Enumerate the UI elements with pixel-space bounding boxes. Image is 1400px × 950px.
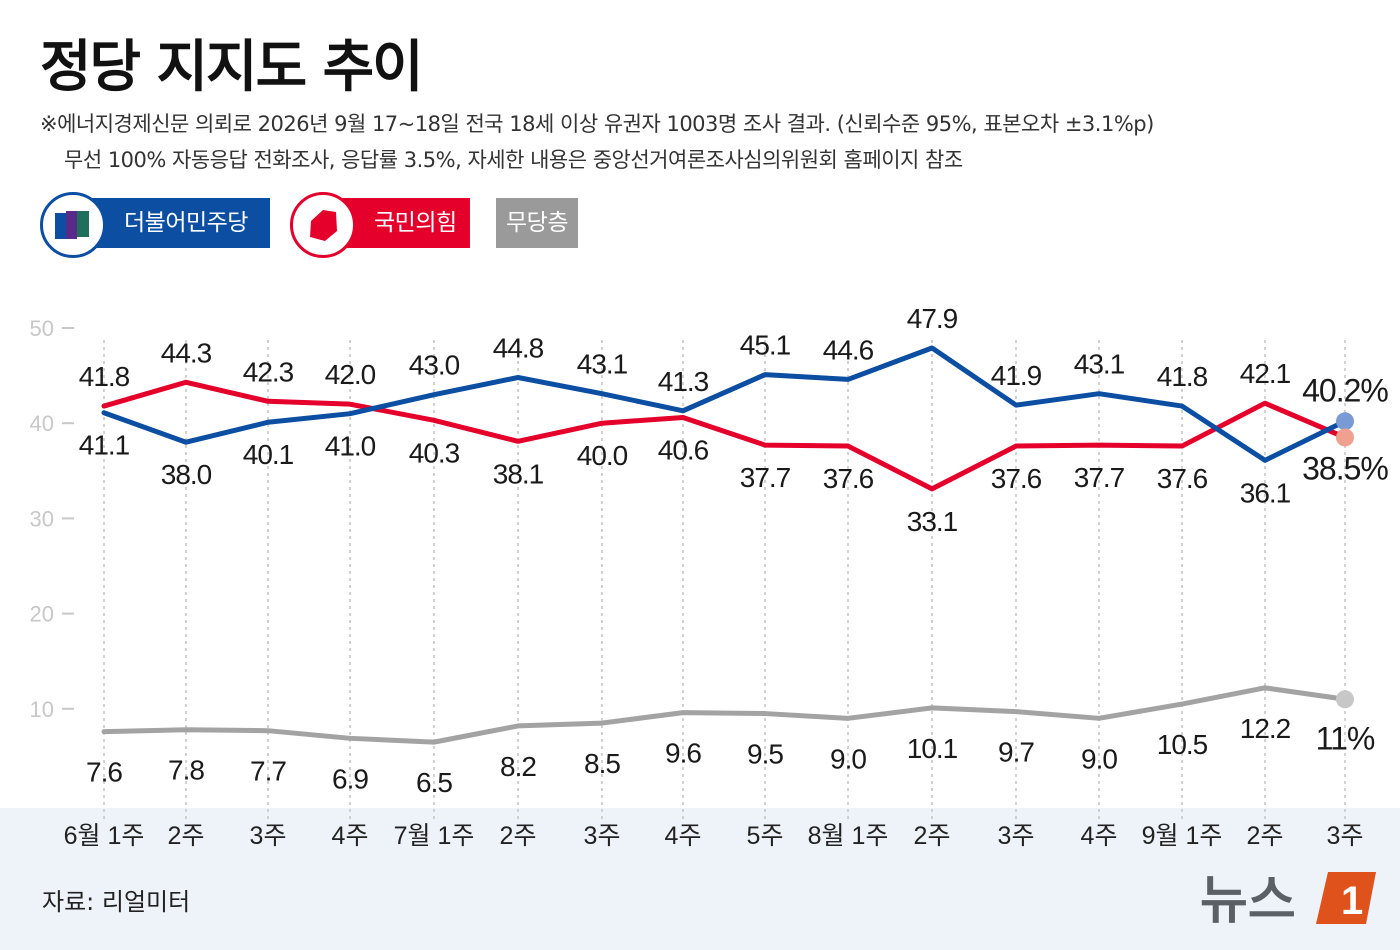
legend-item-ppp: 국민의힘 <box>290 192 490 258</box>
y-tick-label: 30 <box>30 506 54 531</box>
series-line-0 <box>101 345 1348 463</box>
data-label: 41.3 <box>658 366 709 397</box>
x-tick-label: 3주 <box>584 822 621 850</box>
data-label: 8.2 <box>500 751 536 782</box>
data-label: 9.7 <box>998 737 1034 768</box>
logo-text: 뉴스 <box>1200 872 1296 930</box>
data-label: 6.5 <box>416 767 452 798</box>
news1-logo: 뉴스 1 <box>1196 862 1386 934</box>
data-label: 43.1 <box>1074 349 1125 380</box>
logo-mark: 1 <box>1341 879 1363 923</box>
data-label: 40.1 <box>243 439 294 470</box>
x-tick-label: 8월 1주 <box>808 822 889 850</box>
data-label: 7.8 <box>168 755 204 786</box>
data-label: 42.1 <box>1240 358 1291 389</box>
y-tick-label: 50 <box>30 316 54 341</box>
data-label: 37.7 <box>1074 462 1125 493</box>
x-tick-label: 3주 <box>250 822 287 850</box>
data-label: 44.3 <box>161 337 212 368</box>
data-label: 40.0 <box>577 440 628 471</box>
data-label: 9.5 <box>747 739 783 770</box>
legend-label-ppp: 국민의힘 <box>330 198 470 248</box>
democratic-party-logo-icon <box>40 192 106 258</box>
data-label: 10.1 <box>907 733 958 764</box>
data-label: 41.1 <box>79 430 130 461</box>
data-label: 9.0 <box>1081 743 1117 774</box>
y-tick-label: 10 <box>30 697 54 722</box>
data-label: 41.8 <box>1157 361 1208 392</box>
survey-note-line-2: 무선 100% 자동응답 전화조사, 응답률 3.5%, 자세한 내용은 중앙선… <box>64 148 963 172</box>
x-tick-label: 4주 <box>665 822 702 850</box>
x-tick-label: 3주 <box>998 822 1035 850</box>
data-label: 40.6 <box>658 434 709 465</box>
x-tick-label: 7월 1주 <box>394 822 475 850</box>
data-label: 43.1 <box>577 349 628 380</box>
data-label: 6.9 <box>332 763 368 794</box>
legend-label-independent: 무당층 <box>496 198 578 248</box>
data-label: 41.8 <box>79 361 130 392</box>
data-label: 38.1 <box>493 458 544 489</box>
end-point-marker <box>1336 690 1354 709</box>
y-tick-label: 20 <box>30 602 54 627</box>
data-label: 44.8 <box>493 333 544 364</box>
data-label: 42.0 <box>325 359 376 390</box>
data-label: 44.6 <box>823 334 874 365</box>
data-label: 41.9 <box>991 360 1042 391</box>
data-label: 11% <box>1316 720 1375 756</box>
end-point-marker <box>1336 412 1354 431</box>
legend-item-democratic: 더불어민주당 <box>40 192 280 258</box>
survey-note-line-1: ※에너지경제신문 의뢰로 2026년 9월 17~18일 전국 18세 이상 유… <box>40 112 1154 136</box>
data-label: 7.7 <box>250 756 286 787</box>
data-label: 36.1 <box>1240 477 1291 508</box>
x-tick-label: 6월 1주 <box>64 822 145 850</box>
data-label: 47.9 <box>907 303 958 334</box>
x-tick-label: 3주 <box>1327 822 1364 850</box>
data-label: 37.6 <box>991 463 1042 494</box>
data-label: 37.6 <box>1157 463 1208 494</box>
data-label: 10.5 <box>1157 729 1208 760</box>
people-power-party-logo-icon <box>290 192 356 258</box>
data-label: 40.2% <box>1302 372 1388 408</box>
x-tick-label: 9월 1주 <box>1142 822 1223 850</box>
data-label: 37.6 <box>823 463 874 494</box>
x-tick-label: 2주 <box>914 822 951 850</box>
data-label: 42.3 <box>243 356 294 387</box>
data-label: 7.6 <box>86 757 122 788</box>
x-tick-label: 4주 <box>1081 822 1118 850</box>
x-tick-label: 2주 <box>1247 822 1284 850</box>
end-point-marker <box>1336 428 1354 447</box>
data-label: 37.7 <box>740 462 791 493</box>
data-label: 33.1 <box>907 506 958 537</box>
data-label: 40.3 <box>409 437 460 468</box>
data-label: 8.5 <box>584 748 620 779</box>
source-note: 자료: 리얼미터 <box>42 888 191 916</box>
data-label: 12.2 <box>1240 713 1291 744</box>
series-line-2 <box>101 685 1348 745</box>
x-tick-label: 2주 <box>168 822 205 850</box>
data-label: 38.5% <box>1302 450 1388 486</box>
data-label: 45.1 <box>740 330 791 361</box>
x-tick-label: 4주 <box>332 822 369 850</box>
legend-label-democratic: 더불어민주당 <box>80 198 270 248</box>
y-tick-label: 40 <box>30 411 54 436</box>
x-tick-label: 2주 <box>500 822 537 850</box>
page-title: 정당 지지도 추이 <box>40 35 424 100</box>
series-line-1 <box>101 379 1348 492</box>
data-label: 43.0 <box>409 350 460 381</box>
x-axis-band <box>0 808 1400 950</box>
x-tick-label: 5주 <box>747 822 784 850</box>
data-label: 41.0 <box>325 431 376 462</box>
data-label: 38.0 <box>161 459 212 490</box>
data-label: 9.6 <box>665 738 701 769</box>
data-label: 9.0 <box>830 743 866 774</box>
